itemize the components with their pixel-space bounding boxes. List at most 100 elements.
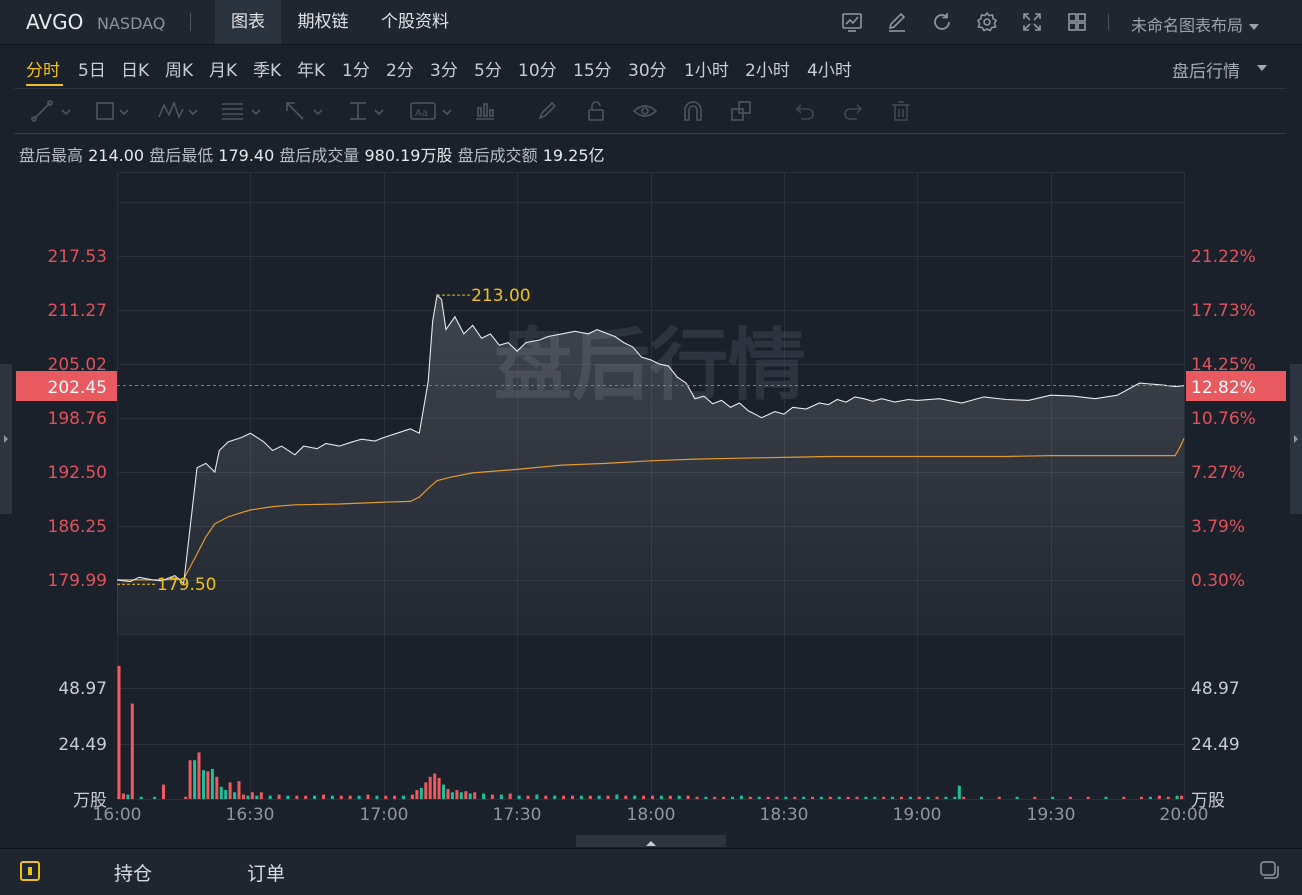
- period-weekly[interactable]: 周K: [165, 61, 194, 81]
- settings-icon[interactable]: [976, 11, 998, 33]
- percent-tick: 3.79%: [1191, 517, 1245, 537]
- exchange-label: NASDAQ: [97, 14, 166, 33]
- right-panel-handle[interactable]: [1290, 364, 1302, 514]
- chevron-down-icon: [1249, 23, 1260, 30]
- stat-turnover-value: 19.25亿: [542, 146, 605, 165]
- volume-bar: [846, 796, 850, 799]
- volume-bar: [784, 796, 788, 799]
- top-bar: [0, 0, 1302, 45]
- volume-bar: [615, 794, 619, 799]
- volume-bar: [473, 792, 477, 799]
- period-1hour[interactable]: 1小时: [684, 61, 729, 81]
- max-price-marker: 213.00: [437, 286, 531, 306]
- volume-bar: [571, 795, 574, 799]
- edit-icon[interactable]: [886, 11, 908, 33]
- price-area: [117, 295, 1184, 634]
- undo-icon[interactable]: [792, 99, 818, 123]
- volume-bar: [464, 791, 468, 799]
- volume-bar: [802, 796, 806, 799]
- volume-bar: [402, 795, 405, 799]
- line-tool-icon[interactable]: [30, 99, 71, 123]
- volume-bar: [117, 665, 121, 799]
- volume-bar: [668, 795, 672, 799]
- volume-bar: [268, 795, 272, 799]
- fibonacci-tool-icon[interactable]: [219, 99, 261, 123]
- tab-positions[interactable]: 持仓: [114, 863, 153, 885]
- bottom-panel-handle[interactable]: [576, 835, 726, 847]
- redo-icon[interactable]: [840, 99, 866, 123]
- text-tool-icon[interactable]: Aa: [409, 99, 452, 123]
- period-1min[interactable]: 1分: [342, 61, 370, 81]
- chevron-right-icon: [1294, 435, 1298, 443]
- volume-bar: [375, 795, 379, 799]
- volume-bar: [450, 792, 454, 799]
- volume-bar: [526, 795, 530, 799]
- period-15min[interactable]: 15分: [573, 61, 612, 81]
- percent-tick: 10.76%: [1191, 409, 1256, 429]
- volume-bar: [819, 796, 823, 799]
- tab-chart[interactable]: 图表: [215, 0, 281, 44]
- period-monthly[interactable]: 月K: [209, 61, 238, 81]
- volume-bar: [944, 796, 948, 799]
- chart-indicator-icon[interactable]: [841, 11, 863, 33]
- period-daily[interactable]: 日K: [121, 61, 150, 81]
- svg-text:Aa: Aa: [415, 108, 428, 119]
- stat-turnover-label: 盘后成交额: [457, 146, 538, 165]
- period-10min[interactable]: 10分: [518, 61, 557, 81]
- refresh-icon[interactable]: [931, 11, 953, 33]
- brush-icon[interactable]: [535, 99, 561, 123]
- period-30min[interactable]: 30分: [628, 61, 667, 81]
- session-selector[interactable]: 盘后行情: [1172, 62, 1240, 82]
- period-2min[interactable]: 2分: [386, 61, 414, 81]
- volume-bar: [219, 786, 223, 799]
- volume-bar: [642, 795, 646, 799]
- volume-bar: [259, 792, 263, 799]
- left-panel-handle[interactable]: [0, 364, 12, 514]
- price-line: [116, 293, 1185, 585]
- after-hours-stats: 盘后最高 214.00 盘后最低 179.40 盘后成交量 980.19万股 盘…: [19, 142, 605, 166]
- fullscreen-icon[interactable]: [1021, 11, 1043, 33]
- volume-tick: 48.97: [58, 679, 107, 699]
- magnet-icon[interactable]: [680, 99, 706, 123]
- period-intraday[interactable]: 分时: [26, 61, 60, 81]
- volume-bar: [330, 795, 334, 799]
- tab-stock-profile[interactable]: 个股资料: [381, 12, 449, 32]
- volume-bar: [193, 760, 197, 799]
- divider: [14, 133, 1286, 134]
- period-5day[interactable]: 5日: [78, 61, 106, 81]
- period-quarterly[interactable]: 季K: [253, 61, 282, 81]
- symbol-label[interactable]: AVGO: [26, 10, 84, 34]
- annotation-tool-icon[interactable]: [472, 99, 498, 123]
- measure-tool-icon[interactable]: [346, 99, 384, 123]
- pattern-tool-icon[interactable]: [156, 99, 198, 123]
- arrow-tool-icon[interactable]: [283, 99, 323, 123]
- volume-bar: [882, 796, 886, 799]
- price-tick: 198.76: [48, 409, 107, 429]
- period-3min[interactable]: 3分: [430, 61, 458, 81]
- price-chart[interactable]: 盘后行情 213.00 179.50 217.53 211.27 205.02 …: [0, 160, 1302, 835]
- trash-icon[interactable]: [888, 99, 914, 123]
- tab-orders[interactable]: 订单: [247, 863, 286, 885]
- volume-bar: [250, 792, 254, 799]
- clone-icon[interactable]: [729, 99, 755, 123]
- lock-icon[interactable]: [584, 99, 610, 123]
- chevron-down-icon[interactable]: [1257, 65, 1267, 71]
- volume-bar: [459, 792, 463, 799]
- period-yearly[interactable]: 年K: [297, 61, 326, 81]
- period-5min[interactable]: 5分: [474, 61, 502, 81]
- volume-bar: [588, 795, 592, 799]
- rectangle-tool-icon[interactable]: [93, 99, 129, 123]
- panel-toggle-icon[interactable]: [20, 861, 40, 881]
- volume-bar: [410, 794, 414, 799]
- divider: [14, 88, 1286, 89]
- period-4hour[interactable]: 4小时: [807, 61, 852, 81]
- volume-bar: [446, 789, 450, 799]
- time-tick: 19:30: [1027, 805, 1076, 825]
- grid-layout-icon[interactable]: [1066, 11, 1088, 33]
- eye-icon[interactable]: [632, 99, 658, 123]
- window-popout-icon[interactable]: [1259, 860, 1279, 880]
- layout-selector[interactable]: 未命名图表布局: [1131, 12, 1260, 36]
- period-2hour[interactable]: 2小时: [745, 61, 790, 81]
- tab-options-chain[interactable]: 期权链: [297, 12, 349, 32]
- time-tick: 16:00: [93, 805, 142, 825]
